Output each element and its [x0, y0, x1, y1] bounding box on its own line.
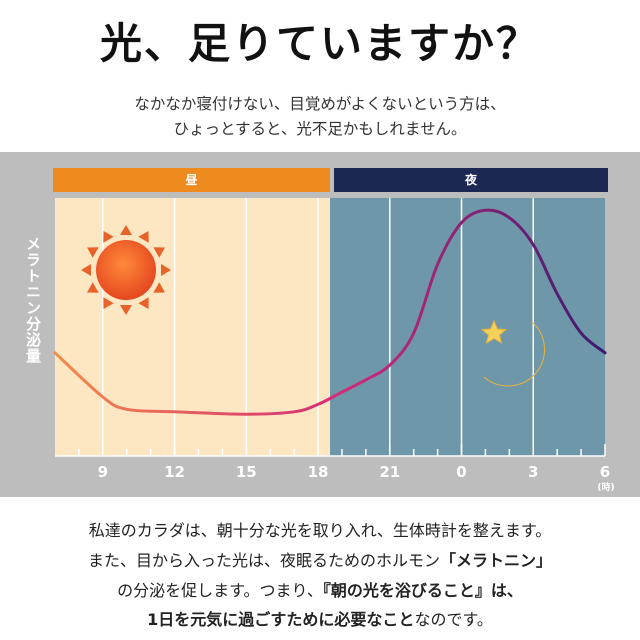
x-tick-label: 18 [308, 463, 329, 481]
x-tick-label: 6 [600, 463, 610, 481]
body-text-line-4b: なのです。 [414, 610, 493, 629]
page-title: 光、足りていますか？ [99, 19, 540, 68]
body-text-line-1: 私達のカラダは、朝十分な光を取り入れ、生体時計を整えます。 [88, 521, 552, 540]
body-text-line-2: また、目から入った光は、夜眠るためのホルモン「メラトニン」 [0, 547, 640, 571]
y-axis-label: メラトニン分泌量 [24, 236, 42, 364]
lead-text-line-1: なかなか寝付けない、目覚めがよくないという方は、 [134, 95, 506, 113]
x-tick-label: 0 [456, 463, 466, 481]
body-text-line-3: の分泌を促します。つまり、『朝の光を浴びること』は、 [0, 577, 640, 601]
melatonin-curve [53, 208, 607, 416]
night-background [330, 198, 605, 456]
x-axis-unit-label: (時) [597, 481, 614, 493]
x-tick-label: 21 [379, 463, 400, 481]
day-background [55, 198, 330, 456]
body-text-line-3a: の分泌を促します。つまり、 [117, 581, 323, 600]
x-tick-label: 15 [236, 463, 257, 481]
morning-light-emphasis: 『朝の光を浴びること』は、 [322, 581, 523, 600]
sun-icon [81, 225, 171, 315]
melatonin-emphasis: 「メラトニン」 [440, 551, 553, 570]
moon-star-icon [480, 319, 545, 387]
lead-text-line-2: ひょっとすると、光不足かもしれません。 [173, 120, 467, 138]
body-text-line-4: 1日を元気に過ごすために必要なことなのです。 [0, 606, 640, 630]
body-text-line-4-emphasis: 1日を元気に過ごすために必要なこと [147, 610, 415, 629]
x-tick-label: 12 [164, 463, 185, 481]
x-tick-label: 9 [98, 463, 108, 481]
day-period-bar: 昼 [53, 168, 330, 192]
x-tick-label: 3 [528, 463, 538, 481]
night-period-bar: 夜 [334, 168, 608, 192]
body-text-line-2a: また、目から入った光は、夜眠るためのホルモン [87, 551, 440, 570]
